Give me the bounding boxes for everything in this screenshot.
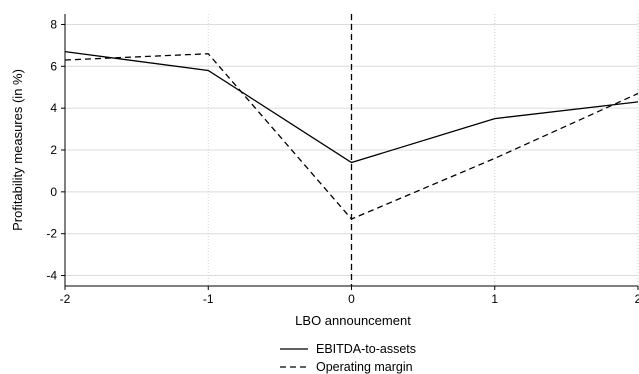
y-tick-label: 2 (50, 143, 57, 157)
y-tick-label: 0 (50, 185, 57, 199)
x-tick-label: -2 (60, 292, 71, 306)
x-axis-title: LBO announcement (295, 313, 411, 328)
y-tick-label: -2 (46, 227, 57, 241)
x-tick-label: 1 (491, 292, 498, 306)
y-axis-title: Profitability measures (in %) (10, 69, 25, 231)
x-tick-label: 2 (635, 292, 639, 306)
y-tick-label: 4 (50, 101, 57, 115)
y-tick-label: 6 (50, 59, 57, 73)
y-tick-label: -4 (46, 269, 57, 283)
legend: EBITDA-to-assets Operating margin (280, 342, 416, 374)
y-tick-label: 8 (50, 17, 57, 31)
series-line-operating-margin (64, 53, 639, 220)
x-tick-label: 0 (348, 292, 355, 306)
legend-label-operating-margin: Operating margin (316, 360, 413, 374)
x-tick-label: -1 (203, 292, 214, 306)
series-lines (64, 51, 639, 220)
legend-label-ebitda: EBITDA-to-assets (316, 342, 416, 356)
series-line-ebitda-to-assets (64, 51, 639, 164)
